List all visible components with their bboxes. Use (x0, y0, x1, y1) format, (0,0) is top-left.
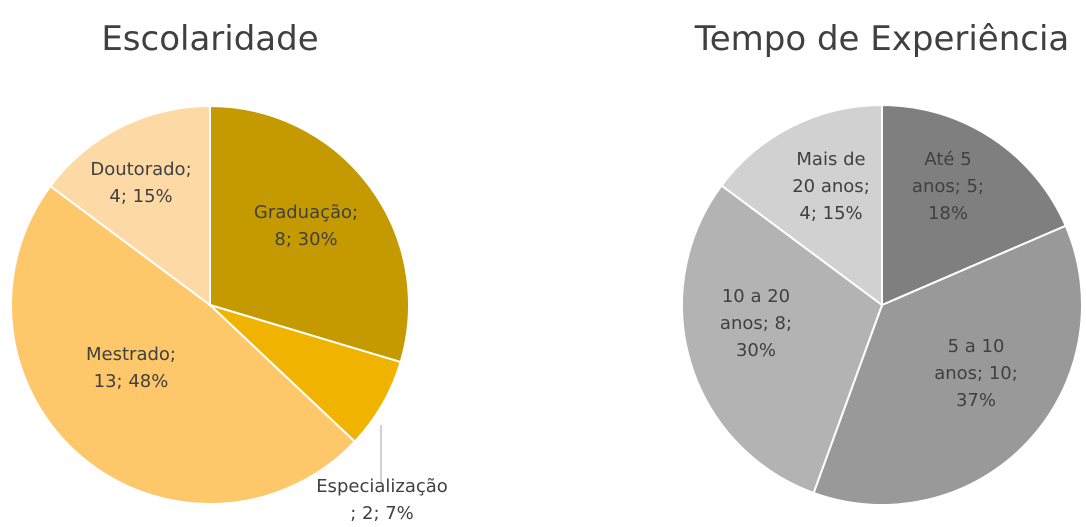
data-label: 20 anos; (792, 176, 870, 197)
data-label: 4; 15% (109, 186, 172, 207)
data-label: 37% (956, 390, 996, 411)
pie-slice (48, 104, 211, 307)
pie-slice (720, 103, 883, 307)
data-label: anos; 5; (912, 176, 984, 197)
data-label: Até 5 (924, 149, 971, 170)
data-label: ; 2; 7% (350, 503, 414, 524)
data-label: 5 a 10 (948, 336, 1005, 357)
data-label: Graduação; (254, 202, 358, 223)
chart-title: Escolaridade (101, 19, 318, 59)
data-label: anos; 8; (720, 313, 792, 334)
data-label: Mais de (796, 149, 865, 170)
data-label: 30% (736, 340, 776, 361)
data-label: 10 a 20 (722, 286, 790, 307)
data-label: Mestrado; (86, 344, 176, 365)
data-label: 8; 30% (274, 229, 337, 250)
data-label: 18% (928, 203, 968, 224)
chart-title: Tempo de Experiência (694, 19, 1070, 59)
pie-slice (881, 103, 1067, 307)
data-label: Especialização (316, 476, 448, 497)
data-label: 13; 48% (94, 371, 169, 392)
pie-slice (812, 224, 1083, 506)
pie-slice (209, 104, 410, 364)
data-label: anos; 10; (934, 363, 1018, 384)
data-label: Doutorado; (90, 159, 191, 180)
data-label: 4; 15% (799, 203, 862, 224)
pie-slice (10, 184, 357, 505)
pie-slice (680, 184, 884, 495)
